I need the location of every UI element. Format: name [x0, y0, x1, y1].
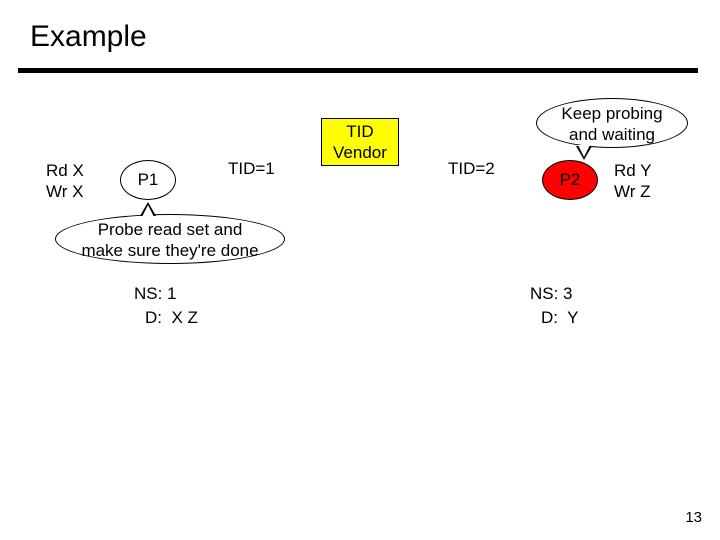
vendor-line2: Vendor	[322, 142, 398, 163]
left-callout: Probe read set and make sure they're don…	[55, 214, 285, 264]
p1-label: P1	[138, 170, 159, 190]
p2-ns: NS: 3	[530, 283, 573, 304]
p1-ns: NS: 1	[134, 283, 177, 304]
tid-vendor-box: TID Vendor	[321, 118, 399, 166]
p1-node: P1	[120, 160, 176, 200]
tid2-label: TID=2	[448, 158, 495, 179]
p1-d: D: X Z	[145, 307, 198, 328]
p2-node: P2	[542, 160, 598, 200]
p2-d: D: Y	[541, 307, 578, 328]
title-rule	[18, 68, 698, 73]
left-callout-line2: make sure they're done	[56, 240, 284, 261]
right-callout-tail-fill	[578, 145, 590, 157]
vendor-line1: TID	[322, 121, 398, 142]
right-callout-line2: and waiting	[537, 124, 687, 145]
left-callout-tail-fill	[142, 205, 154, 217]
p1-op1: Rd X	[46, 160, 84, 181]
right-callout: Keep probing and waiting	[536, 98, 688, 148]
p2-ops: Rd Y Wr Z	[614, 160, 652, 203]
page-number: 13	[685, 509, 702, 526]
p1-ops: Rd X Wr X	[46, 160, 84, 203]
left-callout-line1: Probe read set and	[56, 219, 284, 240]
p2-op2: Wr Z	[614, 181, 652, 202]
page-title: Example	[30, 20, 147, 54]
p2-label: P2	[560, 170, 581, 190]
right-callout-line1: Keep probing	[537, 103, 687, 124]
p2-op1: Rd Y	[614, 160, 652, 181]
p1-op2: Wr X	[46, 181, 84, 202]
tid1-label: TID=1	[228, 158, 275, 179]
